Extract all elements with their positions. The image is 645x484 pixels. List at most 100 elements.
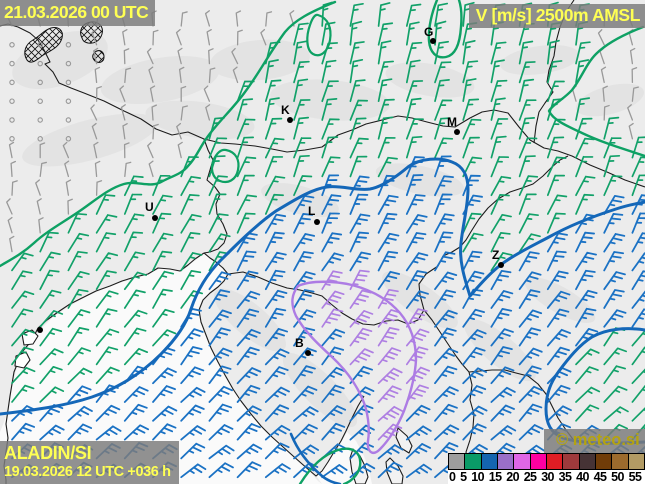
wind-barb — [35, 179, 41, 196]
wind-barb — [631, 67, 638, 84]
wind-barb — [462, 288, 484, 309]
wind-barb — [462, 443, 488, 460]
wind-barb — [434, 79, 450, 103]
wind-barb — [180, 425, 206, 441]
wind-barb — [264, 442, 290, 460]
wind-barb — [177, 47, 183, 65]
wind-barb — [264, 59, 279, 84]
wind-barb — [405, 41, 423, 65]
legend-color-bar — [448, 453, 645, 470]
wind-barb — [462, 270, 485, 291]
wind-barb — [90, 104, 98, 121]
wind-barb — [147, 141, 154, 159]
wind-barb — [9, 79, 15, 86]
wind-barb — [9, 235, 15, 253]
wind-barb — [546, 328, 571, 347]
wind-barb — [236, 29, 243, 46]
wind-barb — [434, 347, 459, 366]
wind-barb — [236, 423, 261, 441]
wind-barb — [602, 85, 608, 102]
wind-barb — [11, 180, 18, 196]
wind-barb — [208, 347, 233, 366]
wind-barb — [575, 41, 591, 65]
wind-barb — [603, 137, 622, 159]
wind-barb — [575, 213, 597, 234]
wind-barb — [208, 424, 234, 441]
city-marker: K — [281, 103, 293, 123]
wind-barb — [518, 365, 542, 385]
wind-barb — [490, 97, 506, 121]
wind-barb — [180, 270, 202, 291]
wind-barb — [349, 117, 367, 140]
wind-barb — [208, 289, 231, 309]
wind-barb — [490, 59, 505, 84]
legend-value: 40 — [576, 470, 589, 484]
wind-barb — [37, 117, 43, 123]
wind-barb — [575, 386, 601, 403]
wind-barb — [490, 308, 513, 328]
wind-barb — [434, 327, 457, 347]
wind-barb — [123, 347, 149, 366]
wind-barb — [264, 231, 285, 253]
variable-label: V [m/s] 2500m AMSL — [468, 4, 645, 28]
wind-barb — [321, 308, 344, 328]
legend-value: 20 — [506, 470, 519, 484]
wind-barb — [546, 212, 566, 234]
isotach-5-south — [298, 447, 362, 484]
wind-barb — [37, 136, 43, 142]
wind-barb — [95, 328, 120, 347]
wind-barb — [39, 365, 63, 385]
legend-swatch — [546, 454, 564, 469]
wind-barb — [518, 99, 537, 121]
coast-istria — [198, 252, 365, 477]
legend-swatch — [628, 454, 644, 469]
city-marker: Z — [492, 248, 504, 268]
wind-barb — [264, 117, 283, 140]
wind-barb — [9, 98, 15, 104]
wind-barb — [321, 252, 344, 272]
wind-barb — [176, 122, 182, 140]
wind-barb — [293, 40, 308, 65]
wind-barb — [349, 310, 374, 328]
wind-barb — [631, 232, 645, 253]
wind-barb — [152, 288, 173, 309]
wind-barb — [518, 78, 535, 103]
wind-barb — [123, 48, 130, 65]
wind-barb — [349, 231, 370, 253]
wind-barb — [405, 463, 433, 479]
wind-barb — [321, 328, 346, 347]
wind-barb — [8, 141, 15, 159]
wind-barb — [377, 367, 403, 385]
wind-barb — [377, 212, 398, 234]
wind-barb — [37, 60, 43, 67]
city-dot — [37, 327, 43, 333]
wind-barb — [152, 367, 177, 385]
wind-barb — [178, 66, 185, 84]
wind-barb — [67, 212, 88, 234]
wind-barb — [377, 405, 404, 422]
wind-barb — [349, 2, 364, 27]
wind-barb — [293, 271, 316, 291]
wind-barb — [603, 347, 628, 366]
isotach-5-graz-loop — [427, 0, 463, 59]
wind-barb — [123, 403, 148, 422]
wind-barb — [264, 137, 285, 159]
city-label: G — [424, 25, 433, 39]
wind-barb — [490, 156, 510, 178]
wind-barb — [434, 365, 458, 385]
wind-barb — [434, 386, 459, 403]
wind-barb — [206, 29, 212, 46]
wind-barb — [490, 135, 507, 159]
legend-swatch — [481, 454, 498, 469]
wind-barb — [293, 194, 315, 215]
wind-barb — [264, 366, 289, 385]
wind-barb — [293, 175, 313, 197]
wind-barb — [518, 213, 539, 234]
wind-barb — [236, 384, 261, 403]
wind-barb — [434, 137, 454, 159]
wind-barb — [405, 232, 427, 253]
isotach-15-loop — [291, 280, 418, 454]
wind-barb — [124, 161, 132, 178]
wind-barb — [236, 405, 262, 422]
wind-barb — [434, 61, 452, 84]
